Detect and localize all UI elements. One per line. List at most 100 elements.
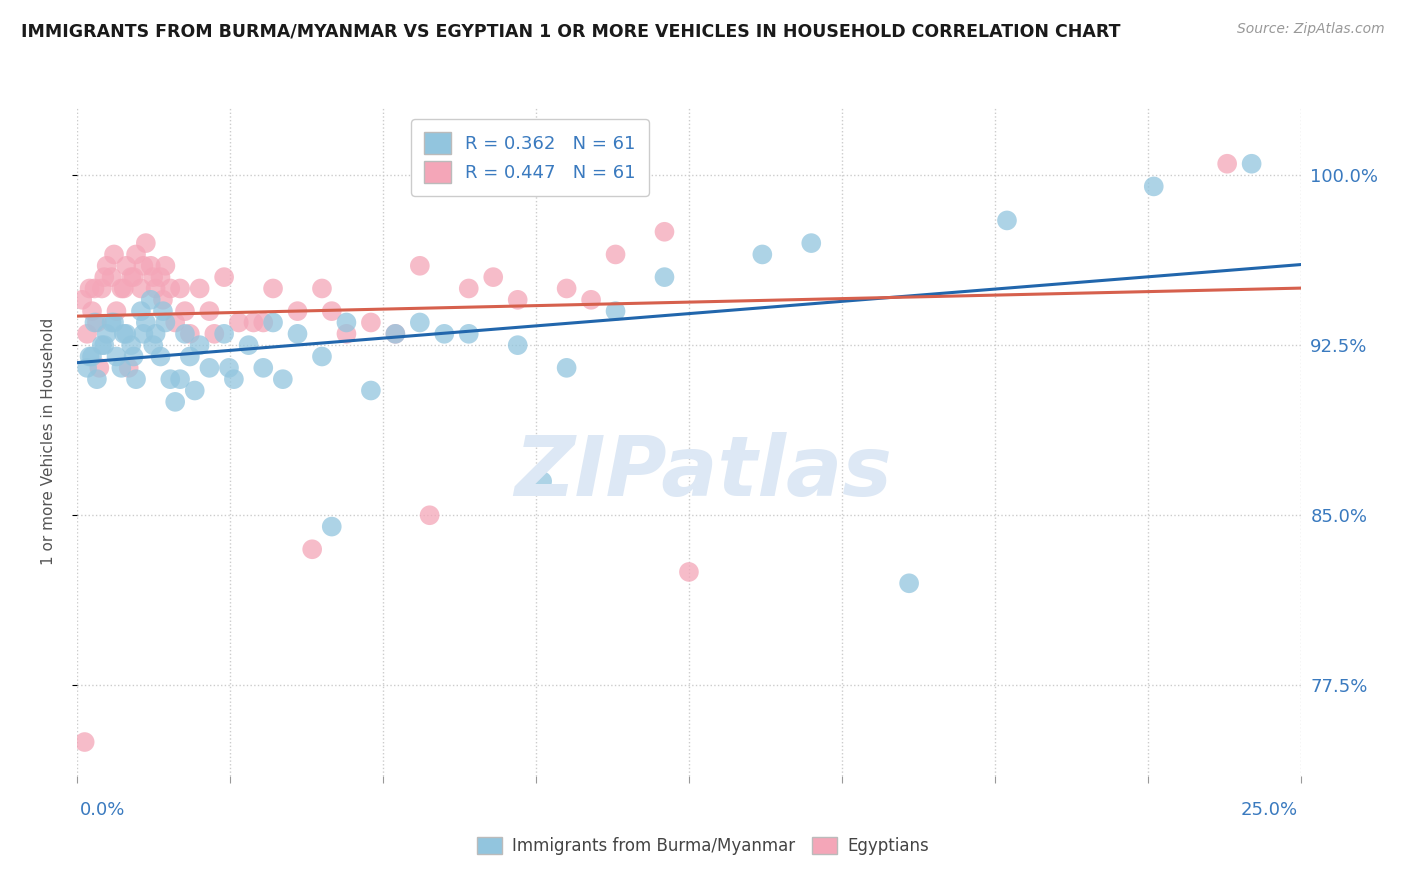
Point bbox=[105, 350, 128, 364]
Point bbox=[898, 576, 921, 591]
Point bbox=[252, 360, 274, 375]
Point bbox=[335, 316, 357, 330]
Point bbox=[321, 304, 343, 318]
Point bbox=[96, 326, 118, 341]
Point bbox=[179, 350, 201, 364]
Point bbox=[120, 270, 142, 285]
Point bbox=[238, 338, 260, 352]
Point bbox=[142, 338, 165, 352]
Point bbox=[165, 395, 187, 409]
Point bbox=[135, 316, 157, 330]
Point bbox=[129, 281, 152, 295]
Point bbox=[142, 270, 165, 285]
Point bbox=[70, 293, 93, 307]
Point bbox=[103, 316, 125, 330]
Point bbox=[93, 338, 115, 352]
Point bbox=[129, 304, 152, 318]
Point bbox=[76, 326, 98, 341]
Point bbox=[198, 304, 221, 318]
Point bbox=[555, 281, 578, 295]
Text: IMMIGRANTS FROM BURMA/MYANMAR VS EGYPTIAN 1 OR MORE VEHICLES IN HOUSEHOLD CORREL: IMMIGRANTS FROM BURMA/MYANMAR VS EGYPTIA… bbox=[21, 22, 1121, 40]
Point bbox=[174, 326, 197, 341]
Point bbox=[654, 225, 676, 239]
Point bbox=[169, 372, 191, 386]
Point bbox=[311, 281, 333, 295]
Point bbox=[228, 316, 250, 330]
Point bbox=[202, 326, 225, 341]
Point bbox=[1216, 157, 1239, 171]
Point bbox=[115, 326, 138, 341]
Point bbox=[188, 338, 211, 352]
Text: 25.0%: 25.0% bbox=[1240, 801, 1298, 819]
Point bbox=[125, 372, 148, 386]
Point bbox=[120, 338, 142, 352]
Point bbox=[419, 508, 441, 523]
Point bbox=[678, 565, 700, 579]
Point bbox=[96, 259, 118, 273]
Point bbox=[654, 270, 676, 285]
Point bbox=[1240, 157, 1263, 171]
Point bbox=[93, 270, 115, 285]
Point bbox=[457, 281, 479, 295]
Point bbox=[80, 304, 103, 318]
Point bbox=[384, 326, 406, 341]
Point bbox=[112, 326, 135, 341]
Point bbox=[301, 542, 323, 557]
Point bbox=[252, 316, 274, 330]
Point bbox=[262, 316, 284, 330]
Point bbox=[242, 316, 264, 330]
Point bbox=[506, 293, 529, 307]
Point bbox=[222, 372, 245, 386]
Point bbox=[198, 360, 221, 375]
Point bbox=[132, 259, 155, 273]
Point bbox=[149, 270, 172, 285]
Text: 0.0%: 0.0% bbox=[80, 801, 125, 819]
Point bbox=[169, 281, 191, 295]
Point bbox=[155, 316, 177, 330]
Point bbox=[145, 326, 167, 341]
Point bbox=[287, 326, 309, 341]
Point bbox=[271, 372, 294, 386]
Point bbox=[287, 304, 309, 318]
Point bbox=[360, 316, 382, 330]
Point bbox=[579, 293, 602, 307]
Point bbox=[110, 360, 132, 375]
Point bbox=[139, 293, 162, 307]
Text: Source: ZipAtlas.com: Source: ZipAtlas.com bbox=[1237, 22, 1385, 37]
Point bbox=[139, 259, 162, 273]
Legend: R = 0.362   N = 61, R = 0.447   N = 61: R = 0.362 N = 61, R = 0.447 N = 61 bbox=[412, 120, 648, 196]
Point bbox=[409, 259, 432, 273]
Point bbox=[100, 316, 122, 330]
Point bbox=[212, 270, 235, 285]
Point bbox=[384, 326, 406, 341]
Point bbox=[335, 326, 357, 341]
Point bbox=[218, 360, 240, 375]
Point bbox=[145, 281, 167, 295]
Point bbox=[100, 270, 122, 285]
Point bbox=[103, 247, 125, 261]
Point bbox=[105, 304, 128, 318]
Point bbox=[125, 247, 148, 261]
Point bbox=[73, 735, 96, 749]
Point bbox=[188, 281, 211, 295]
Point bbox=[800, 236, 823, 251]
Text: ZIPatlas: ZIPatlas bbox=[515, 433, 891, 513]
Point bbox=[76, 360, 98, 375]
Point bbox=[179, 326, 201, 341]
Legend: Immigrants from Burma/Myanmar, Egyptians: Immigrants from Burma/Myanmar, Egyptians bbox=[471, 830, 935, 862]
Point bbox=[1143, 179, 1166, 194]
Point bbox=[86, 372, 108, 386]
Point bbox=[311, 350, 333, 364]
Point bbox=[89, 360, 111, 375]
Point bbox=[995, 213, 1018, 227]
Point bbox=[86, 316, 108, 330]
Point bbox=[605, 304, 627, 318]
Point bbox=[83, 316, 105, 330]
Point bbox=[165, 316, 187, 330]
Point bbox=[159, 281, 181, 295]
Point bbox=[112, 281, 135, 295]
Point bbox=[110, 281, 132, 295]
Point bbox=[83, 281, 105, 295]
Point bbox=[555, 360, 578, 375]
Point bbox=[90, 338, 112, 352]
